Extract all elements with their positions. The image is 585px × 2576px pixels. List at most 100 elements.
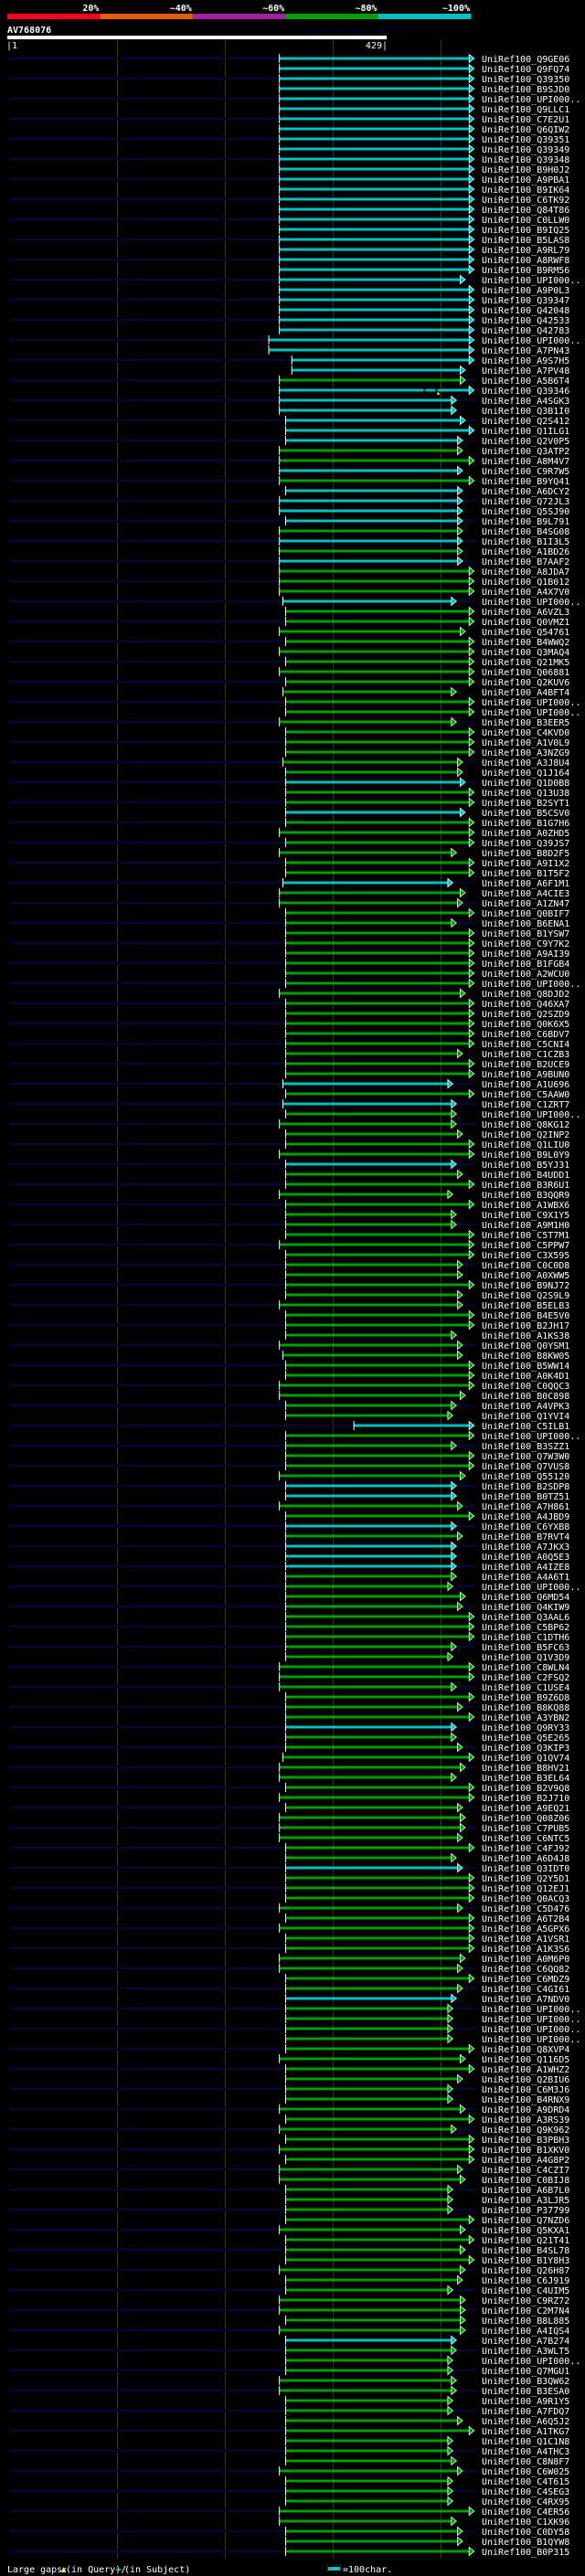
hit-label[interactable]: UniRef100_B3PBH3 <box>482 2136 569 2146</box>
hit-label[interactable]: UniRef100_C6MDZ9 <box>482 1975 569 1985</box>
hit-row[interactable]: UniRef100_A5B6T4 <box>9 375 569 387</box>
hit-label[interactable]: UniRef100_B0TZ51 <box>482 1492 569 1502</box>
hit-label[interactable]: UniRef100_B2SYT1 <box>482 799 569 809</box>
hit-row[interactable]: UniRef100_C9Y7K2 <box>9 938 569 949</box>
hit-label[interactable]: UniRef100_A7FDQ7 <box>482 2407 569 2417</box>
hit-label[interactable]: UniRef100_A7JKX3 <box>482 1542 569 1553</box>
hit-label[interactable]: UniRef100_B9NJ72 <box>482 1281 569 1291</box>
hit-label[interactable]: UniRef100_B5CSV0 <box>482 809 569 819</box>
hit-label[interactable]: UniRef100_B1YSW7 <box>482 929 569 939</box>
hit-label[interactable]: UniRef100_B2J710 <box>482 1794 569 1804</box>
hit-label[interactable]: UniRef100_A1WBX6 <box>482 1201 569 1211</box>
hit-label[interactable]: UniRef100_B5WW14 <box>482 1362 569 1372</box>
hit-row[interactable]: UniRef100_UPI000.. <box>9 1581 580 1593</box>
hit-row[interactable]: UniRef100_Q39348 <box>9 154 569 165</box>
hit-row[interactable]: UniRef100_C6BDV7 <box>284 1028 569 1040</box>
hit-row[interactable]: UniRef100_B9L791 <box>9 515 569 527</box>
hit-label[interactable]: UniRef100_A4THC3 <box>482 2447 569 2457</box>
hit-row[interactable]: UniRef100_B5CSV0 <box>284 807 569 819</box>
hit-row[interactable]: UniRef100_C1CZB3 <box>284 1048 569 1060</box>
hit-label[interactable]: UniRef100_B9L0Y9 <box>482 1150 569 1161</box>
hit-row[interactable]: UniRef100_C0QQC3 <box>9 1380 569 1392</box>
hit-row[interactable]: UniRef100_A3WLT5 <box>9 2345 569 2357</box>
hit-label[interactable]: UniRef100_A6D4J8 <box>482 1854 569 1864</box>
hit-row[interactable]: UniRef100_A0M6P0 <box>279 1953 570 1965</box>
hit-row[interactable]: UniRef100_C9RZ72 <box>279 2295 570 2306</box>
hit-label[interactable]: UniRef100_C9RZ72 <box>482 2296 569 2306</box>
hit-label[interactable]: UniRef100_C5AAW0 <box>482 1090 569 1100</box>
hit-row[interactable]: UniRef100_UPI000.. <box>9 2003 580 2015</box>
hit-label[interactable]: UniRef100_A1VSR1 <box>482 1935 569 1945</box>
hit-label[interactable]: UniRef100_C5BP62 <box>482 1623 569 1633</box>
hit-label[interactable]: UniRef100_UPI000.. <box>482 2357 580 2367</box>
hit-row[interactable]: UniRef100_B9IK64 <box>279 184 570 196</box>
hit-label[interactable]: UniRef100_A6DCY2 <box>482 487 569 497</box>
hit-row[interactable]: UniRef100_A4G8P2 <box>284 2154 569 2166</box>
hit-row[interactable]: UniRef100_B5WW14 <box>9 1360 569 1372</box>
hit-row[interactable]: UniRef100_A1U696 <box>9 1078 569 1090</box>
hit-label[interactable]: UniRef100_Q42533 <box>482 316 569 326</box>
hit-row[interactable]: UniRef100_Q3MAQ4 <box>279 646 570 658</box>
hit-row[interactable]: UniRef100_A3RS39 <box>284 2114 569 2125</box>
hit-label[interactable]: UniRef100_Q8XVP4 <box>482 2045 569 2055</box>
hit-label[interactable]: UniRef100_UPI000.. <box>482 2015 580 2025</box>
hit-label[interactable]: UniRef100_Q9GE06 <box>482 55 569 65</box>
hit-row[interactable]: UniRef100_Q1C1N8 <box>284 2435 569 2447</box>
hit-row[interactable]: UniRef100_C2M7N4 <box>9 2305 569 2316</box>
hit-label[interactable]: UniRef100_A9RL79 <box>482 246 569 256</box>
hit-row[interactable]: UniRef100_A5GPX6 <box>9 1923 569 1935</box>
hit-label[interactable]: UniRef100_C9Y7K2 <box>482 939 569 949</box>
hit-row[interactable]: UniRef100_Q72JL3 <box>9 495 569 507</box>
hit-row[interactable]: UniRef100_A6VZL3 <box>284 606 569 618</box>
hit-label[interactable]: UniRef100_Q5E265 <box>482 1733 569 1744</box>
hit-row[interactable]: UniRef100_B3ESA0 <box>9 2385 569 2397</box>
hit-row[interactable]: UniRef100_Q3ATP2 <box>279 445 570 457</box>
hit-label[interactable]: UniRef100_A9I1X2 <box>482 859 569 869</box>
hit-label[interactable]: UniRef100_B1Y8H3 <box>482 2256 569 2266</box>
hit-row[interactable]: UniRef100_UPI000.. <box>284 2355 580 2367</box>
hit-label[interactable]: UniRef100_Q0VMZ1 <box>482 618 569 628</box>
hit-label[interactable]: UniRef100_C9R7W5 <box>482 467 569 477</box>
hit-label[interactable]: UniRef100_Q3ATP2 <box>482 447 569 457</box>
hit-row[interactable]: UniRef100_UPI000.. <box>9 93 580 105</box>
hit-row[interactable]: UniRef100_Q2V0P5 <box>9 435 569 447</box>
hit-label[interactable]: UniRef100_C4SEG3 <box>482 2487 569 2497</box>
hit-row[interactable]: UniRef100_B8L885 <box>284 2315 569 2327</box>
hit-row[interactable]: UniRef100_B3QW62 <box>279 2375 570 2387</box>
hit-label[interactable]: UniRef100_Q2S9L9 <box>482 1291 569 1301</box>
hit-row[interactable]: UniRef100_Q0BIF7 <box>284 907 569 919</box>
hit-label[interactable]: UniRef100_B3QW62 <box>482 2377 569 2387</box>
hit-row[interactable]: UniRef100_A1WBX6 <box>9 1199 569 1211</box>
hit-label[interactable]: UniRef100_A5GPX6 <box>482 1924 569 1935</box>
hit-label[interactable]: UniRef100_C6TK92 <box>482 196 569 206</box>
hit-label[interactable]: UniRef100_B7RVT4 <box>482 1532 569 1542</box>
hit-row[interactable]: UniRef100_C6W025 <box>9 2465 569 2477</box>
hit-label[interactable]: UniRef100_A1KS38 <box>482 1331 569 1341</box>
hit-label[interactable]: UniRef100_Q46XA7 <box>482 1000 569 1010</box>
hit-label[interactable]: UniRef100_A4X7V0 <box>482 588 569 598</box>
hit-row[interactable]: UniRef100_A1BD26 <box>279 546 570 557</box>
hit-row[interactable]: UniRef100_C5PPW7 <box>9 1239 569 1251</box>
hit-label[interactable]: UniRef100_UPI000.. <box>482 1583 580 1593</box>
hit-row[interactable]: UniRef100_Q1LIU0 <box>9 1139 569 1150</box>
hit-label[interactable]: UniRef100_Q72JL3 <box>482 497 569 507</box>
hit-row[interactable]: UniRef100_Q1D0B8 <box>9 777 569 789</box>
hit-label[interactable]: UniRef100_C8N8F7 <box>482 2457 569 2467</box>
hit-label[interactable]: UniRef100_C4CZI7 <box>482 2166 569 2176</box>
hit-row[interactable]: UniRef100_A4SGK3 <box>9 395 569 407</box>
hit-row[interactable]: UniRef100_B2JH17 <box>9 1320 569 1331</box>
hit-row[interactable]: UniRef100_B8KW05 <box>282 1350 570 1362</box>
hit-label[interactable]: UniRef100_Q6QIW2 <box>482 125 569 135</box>
hit-row[interactable]: UniRef100_A0K4D1 <box>284 1370 569 1382</box>
hit-label[interactable]: UniRef100_Q2V0P5 <box>482 437 569 447</box>
hit-label[interactable]: UniRef100_Q3KIP3 <box>482 1744 569 1754</box>
hit-label[interactable]: UniRef100_C1CZB3 <box>482 1050 569 1060</box>
hit-label[interactable]: UniRef100_B5ELB3 <box>482 1301 569 1311</box>
hit-row[interactable]: UniRef100_C5AAW0 <box>284 1088 569 1100</box>
hit-label[interactable]: UniRef100_A9S7H5 <box>482 356 569 366</box>
hit-row[interactable]: UniRef100_UPI000.. <box>9 596 580 608</box>
hit-label[interactable]: UniRef100_C0C0D8 <box>482 1261 569 1271</box>
hit-label[interactable]: UniRef100_A4IQS4 <box>482 2327 569 2337</box>
hit-label[interactable]: UniRef100_A5B6T4 <box>482 376 569 387</box>
hit-row[interactable]: UniRef100_A9PBA1 <box>9 174 569 186</box>
